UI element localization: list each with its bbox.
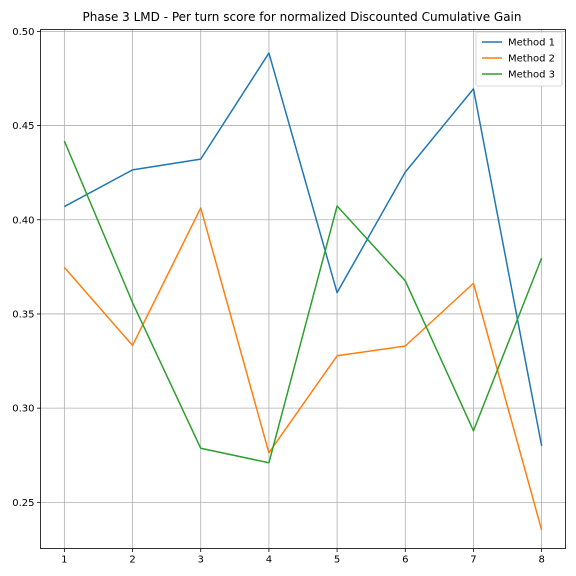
x-tick-label: 4 (266, 555, 272, 566)
legend: Method 1 Method 2 Method 3 (475, 31, 563, 87)
legend-box (475, 31, 563, 87)
series-lines (63, 52, 543, 531)
legend-label: Method 3 (508, 70, 555, 81)
y-tick-label: 0.35 (12, 309, 34, 320)
x-tick-label: 3 (198, 555, 204, 566)
x-axis: 1 2 3 4 5 6 7 8 (61, 548, 545, 566)
y-tick-label: 0.50 (12, 27, 34, 38)
x-tick-label: 6 (402, 555, 408, 566)
y-axis: 0.25 0.30 0.35 0.40 0.45 0.50 (12, 27, 41, 509)
y-tick-label: 0.45 (12, 121, 34, 132)
x-tick-label: 2 (129, 555, 135, 566)
series-line-method-3 (63, 140, 543, 464)
series-line-method-2 (63, 207, 543, 531)
x-tick-label: 5 (334, 555, 340, 566)
y-tick-label: 0.40 (12, 215, 34, 226)
legend-label: Method 1 (508, 38, 555, 49)
chart-title: Phase 3 LMD - Per turn score for normali… (83, 10, 522, 24)
x-tick-label: 7 (470, 555, 476, 566)
y-tick-label: 0.25 (12, 498, 34, 509)
x-tick-label: 8 (538, 555, 544, 566)
y-tick-label: 0.30 (12, 404, 34, 415)
legend-label: Method 2 (508, 54, 555, 65)
x-tick-label: 1 (61, 555, 67, 566)
plot-frame (40, 29, 566, 549)
series-line-method-1 (64, 52, 543, 446)
grid (40, 29, 566, 549)
